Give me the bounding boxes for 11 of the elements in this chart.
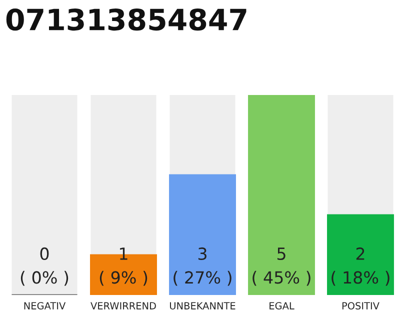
data-label: 0 ( 0% ) xyxy=(20,247,68,286)
chart-title: 071313854847 xyxy=(6,8,246,31)
x-tick-label: EGAL xyxy=(270,302,294,310)
data-label: 5 ( 45% ) xyxy=(252,248,310,286)
x-tick-label: VERWIRREND xyxy=(90,302,156,310)
x-tick-label: NEGATIV xyxy=(24,302,66,310)
x-tick-label: POSITIV xyxy=(342,302,380,310)
data-label: 3 ( 27% ) xyxy=(174,247,232,286)
data-label: 2 ( 18% ) xyxy=(332,247,390,286)
data-label: 1 ( 9% ) xyxy=(100,248,148,286)
x-tick-label: UNBEKANNTE xyxy=(170,302,236,310)
